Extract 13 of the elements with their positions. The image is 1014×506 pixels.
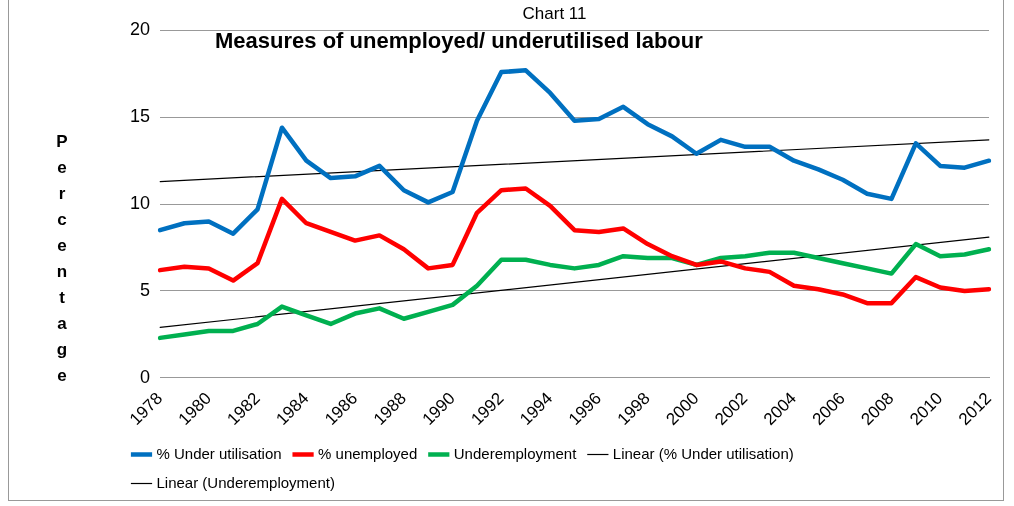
legend-label: % unemployed [318,444,418,462]
y-tick-label: 10 [129,193,151,214]
legend-label: Linear (% Under utilisation) [612,444,794,462]
chart-subtitle: Measures of unemployed/ underutilised labour [215,28,704,54]
text: Percentage [56,132,68,386]
legend-label: Underemployment [453,444,578,462]
y-tick-label: 20 [129,19,151,40]
y-tick-label: 0 [140,366,151,387]
y-tick-label: 15 [129,106,151,127]
legend-label: % Under utilisation [156,444,282,462]
y-tick-label: 5 [140,279,151,300]
legend-label: Linear (Underemployment) [156,473,335,491]
chart-title: Chart 11 [522,3,587,23]
